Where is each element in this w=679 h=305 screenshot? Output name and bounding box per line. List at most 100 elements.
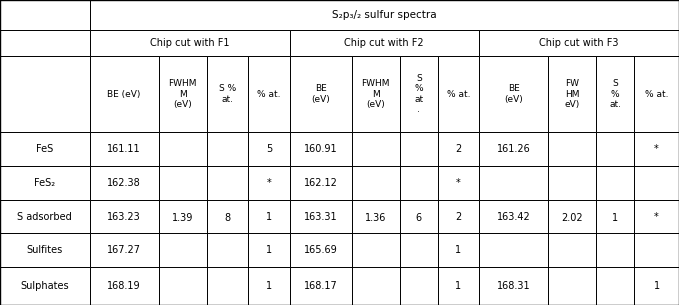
- Bar: [289, 267, 352, 305]
- Text: % at.: % at.: [645, 90, 668, 99]
- Bar: [634, 56, 679, 132]
- Bar: [159, 166, 207, 199]
- Text: 167.27: 167.27: [107, 246, 141, 255]
- Text: S₂p₃/₂ sulfur spectra: S₂p₃/₂ sulfur spectra: [332, 10, 437, 20]
- Bar: [479, 199, 548, 233]
- Bar: [90, 56, 159, 132]
- Bar: [634, 233, 679, 267]
- Bar: [90, 267, 159, 305]
- Bar: [479, 233, 548, 267]
- Bar: [159, 132, 207, 166]
- Text: Chip cut with F3: Chip cut with F3: [539, 38, 619, 48]
- Bar: [207, 56, 248, 132]
- Bar: [248, 166, 289, 199]
- Bar: [400, 199, 438, 233]
- Text: *: *: [456, 178, 461, 188]
- Bar: [438, 233, 479, 267]
- Bar: [248, 56, 289, 132]
- Text: *: *: [655, 144, 659, 154]
- Bar: [548, 132, 596, 305]
- Text: 165.69: 165.69: [304, 246, 337, 255]
- Text: *: *: [655, 211, 659, 221]
- Text: FeS₂: FeS₂: [34, 178, 56, 188]
- Text: 168.31: 168.31: [497, 281, 530, 291]
- Bar: [479, 267, 548, 305]
- Text: 1.36: 1.36: [365, 214, 386, 223]
- Bar: [289, 199, 352, 233]
- Bar: [0, 166, 90, 199]
- Text: FW
HM
eV): FW HM eV): [564, 79, 580, 109]
- Bar: [289, 56, 352, 132]
- Bar: [352, 132, 400, 305]
- Text: 5: 5: [265, 144, 272, 154]
- Bar: [548, 267, 596, 305]
- Bar: [0, 56, 90, 132]
- Bar: [159, 56, 207, 132]
- Text: FWHM
M
(eV): FWHM M (eV): [168, 79, 197, 109]
- Text: *: *: [266, 178, 271, 188]
- Bar: [400, 267, 438, 305]
- Bar: [596, 267, 634, 305]
- Bar: [0, 0, 90, 30]
- Bar: [248, 233, 289, 267]
- Bar: [596, 199, 634, 233]
- Bar: [596, 233, 634, 267]
- Bar: [90, 30, 289, 56]
- Bar: [207, 267, 248, 305]
- Bar: [207, 132, 248, 305]
- Text: 163.31: 163.31: [304, 211, 337, 221]
- Bar: [438, 56, 479, 132]
- Bar: [289, 30, 479, 56]
- Text: 160.91: 160.91: [304, 144, 337, 154]
- Text: 168.17: 168.17: [304, 281, 337, 291]
- Text: 1: 1: [456, 246, 462, 255]
- Bar: [90, 166, 159, 199]
- Bar: [479, 56, 548, 132]
- Text: 161.11: 161.11: [107, 144, 141, 154]
- Text: 1: 1: [653, 281, 660, 291]
- Bar: [248, 267, 289, 305]
- Bar: [596, 132, 634, 305]
- Bar: [0, 233, 90, 267]
- Bar: [596, 132, 634, 166]
- Bar: [548, 199, 596, 233]
- Bar: [479, 30, 679, 56]
- Bar: [548, 166, 596, 199]
- Bar: [248, 199, 289, 233]
- Bar: [400, 233, 438, 267]
- Text: 168.19: 168.19: [107, 281, 141, 291]
- Text: Sulphates: Sulphates: [20, 281, 69, 291]
- Bar: [634, 166, 679, 199]
- Text: S
%
at
.: S % at .: [414, 74, 423, 114]
- Text: S
%
at.: S % at.: [609, 79, 621, 109]
- Text: 1.39: 1.39: [172, 214, 194, 223]
- Text: 163.42: 163.42: [496, 211, 530, 221]
- Bar: [90, 132, 159, 166]
- Bar: [207, 166, 248, 199]
- Bar: [596, 166, 634, 199]
- Bar: [634, 199, 679, 233]
- Bar: [159, 199, 207, 233]
- Bar: [352, 132, 400, 166]
- Text: 2: 2: [456, 144, 462, 154]
- Bar: [207, 132, 248, 166]
- Text: BE
(eV): BE (eV): [504, 84, 523, 104]
- Bar: [634, 267, 679, 305]
- Bar: [548, 233, 596, 267]
- Bar: [596, 56, 634, 132]
- Bar: [90, 199, 159, 233]
- Text: 162.38: 162.38: [107, 178, 141, 188]
- Text: 1: 1: [265, 246, 272, 255]
- Bar: [207, 233, 248, 267]
- Bar: [289, 166, 352, 199]
- Bar: [400, 166, 438, 199]
- Bar: [289, 132, 352, 166]
- Bar: [352, 267, 400, 305]
- Text: FeS: FeS: [36, 144, 54, 154]
- Bar: [0, 30, 90, 56]
- Bar: [289, 233, 352, 267]
- Bar: [548, 56, 596, 132]
- Bar: [0, 132, 90, 166]
- Text: S %
at.: S % at.: [219, 84, 236, 104]
- Bar: [438, 199, 479, 233]
